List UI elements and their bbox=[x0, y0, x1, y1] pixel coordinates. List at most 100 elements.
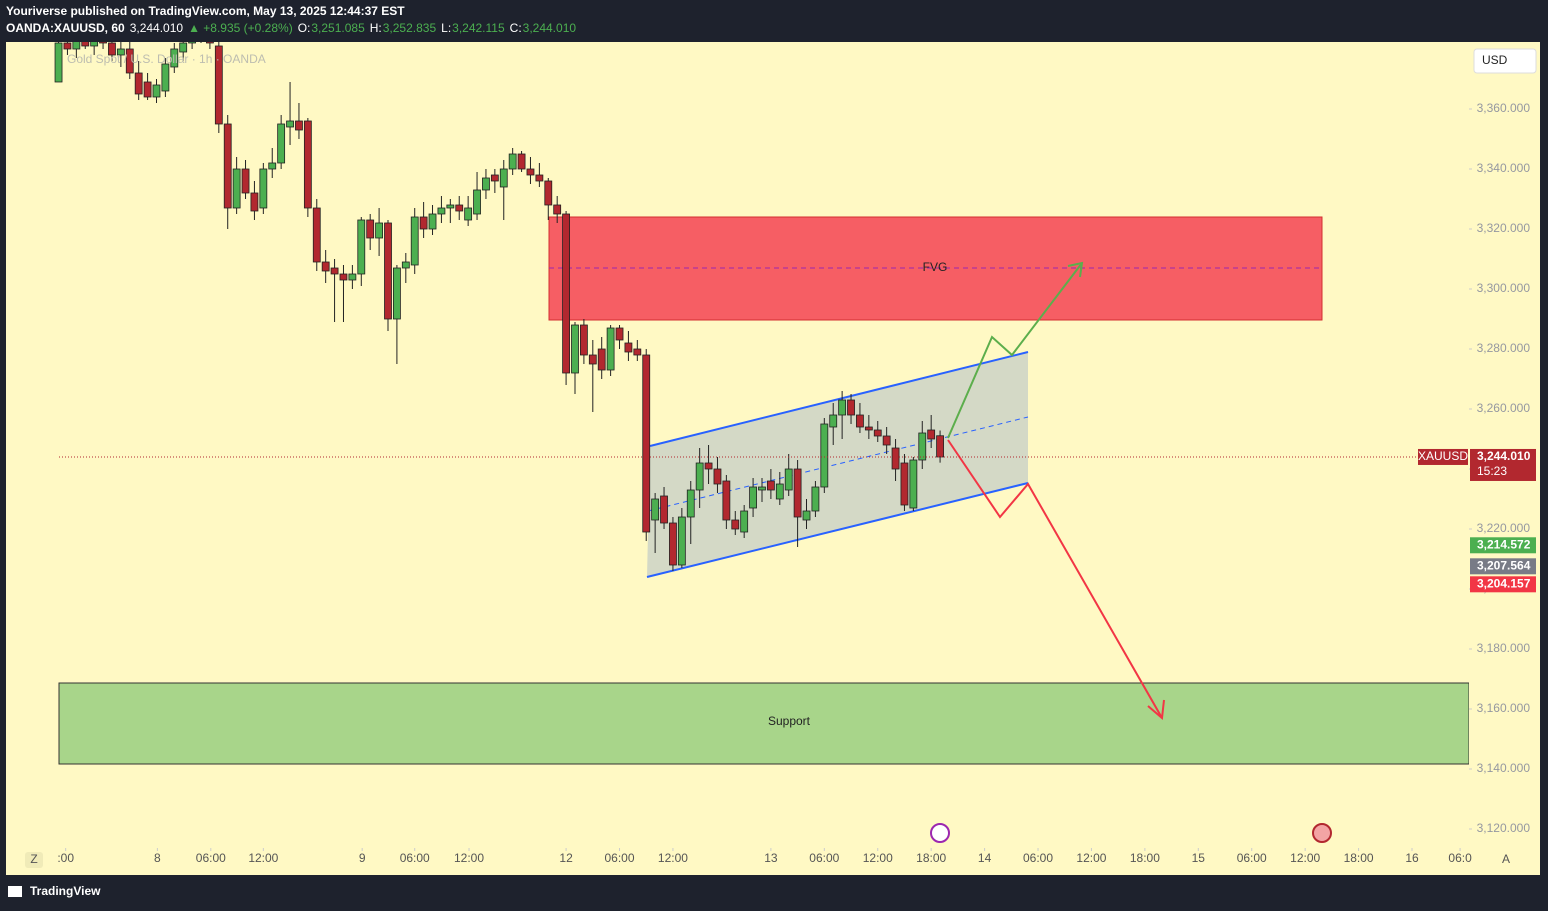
logo-icon bbox=[8, 886, 22, 897]
x-tick-label: 12:00 bbox=[658, 851, 688, 865]
candle-body bbox=[312, 207, 321, 263]
price-tag bbox=[1470, 448, 1536, 481]
x-tick-label: 06:00 bbox=[605, 851, 635, 865]
candle-body bbox=[838, 399, 847, 416]
z-button[interactable] bbox=[25, 852, 43, 868]
candle-body bbox=[90, 42, 99, 47]
candle-body bbox=[179, 42, 188, 53]
candle-body bbox=[579, 324, 588, 356]
x-tick-label: 18:00 bbox=[916, 851, 946, 865]
candle-body bbox=[775, 483, 784, 500]
x-tick-label: 06:00 bbox=[1237, 851, 1267, 865]
support-zone bbox=[58, 682, 1469, 765]
candles bbox=[54, 42, 944, 572]
x-tick-label: 14 bbox=[978, 851, 992, 865]
countdown: 15:23 bbox=[1477, 464, 1507, 478]
symbol-tag bbox=[1418, 448, 1468, 465]
x-tick-label: :00 bbox=[57, 851, 74, 865]
z-button-label: Z bbox=[30, 852, 37, 866]
candle-body bbox=[544, 180, 553, 206]
candle-body bbox=[125, 48, 134, 74]
y-tick-label: 3,140.000 bbox=[1477, 761, 1531, 775]
candle-body bbox=[366, 219, 375, 239]
price-mark bbox=[1470, 558, 1536, 575]
candle-body bbox=[927, 429, 936, 440]
candle-body bbox=[81, 42, 90, 47]
candle-body bbox=[704, 462, 713, 470]
candle-body bbox=[820, 423, 829, 488]
candle-body bbox=[161, 63, 170, 92]
candle-body bbox=[918, 432, 927, 461]
candle-body bbox=[864, 426, 873, 431]
price-tag-label: 3,244.010 bbox=[1477, 449, 1531, 463]
x-tick-label: 12:00 bbox=[248, 851, 278, 865]
candle-body bbox=[793, 468, 802, 518]
event-icon[interactable] bbox=[930, 823, 950, 843]
y-tick-label: 3,120.000 bbox=[1477, 821, 1531, 835]
y-tick-label: 3,260.000 bbox=[1477, 401, 1531, 415]
candle-body bbox=[829, 414, 838, 428]
candle-body bbox=[241, 168, 250, 194]
bull-arrowhead bbox=[1067, 261, 1084, 278]
y-tick-label: 3,320.000 bbox=[1477, 221, 1531, 235]
bull-arrow bbox=[947, 262, 1083, 439]
candle-body bbox=[464, 207, 473, 221]
candle-body bbox=[116, 48, 125, 56]
candle-body bbox=[72, 42, 81, 50]
channel-mid bbox=[647, 416, 1029, 512]
candle-body bbox=[375, 222, 383, 239]
candle-body bbox=[223, 123, 232, 209]
legend: Gold Spot / U.S. Dollar · 1h · OANDA bbox=[67, 52, 266, 66]
candle-body bbox=[321, 261, 330, 272]
x-tick-label: 12:00 bbox=[454, 851, 484, 865]
x-tick-label: 12:00 bbox=[1290, 851, 1320, 865]
candle-body bbox=[891, 447, 900, 470]
candle-body bbox=[455, 204, 464, 212]
candle-body bbox=[651, 498, 660, 521]
header-change: ▲ +8.935 (+0.28%) bbox=[188, 21, 293, 35]
candle-body bbox=[428, 213, 437, 230]
candle-body bbox=[188, 42, 197, 44]
x-tick-label: 16 bbox=[1405, 851, 1419, 865]
candle-body bbox=[170, 48, 179, 68]
channel-upper bbox=[649, 351, 1029, 447]
header-o-label: O: bbox=[298, 21, 311, 35]
candle-body bbox=[802, 510, 811, 521]
x-tick-label: 12:00 bbox=[1076, 851, 1106, 865]
candle-body bbox=[749, 486, 757, 509]
x-tick-label: 06:00 bbox=[1023, 851, 1053, 865]
header-c: 3,244.010 bbox=[523, 21, 577, 35]
candle-body bbox=[900, 462, 909, 506]
x-tick-label: 18:00 bbox=[1344, 851, 1374, 865]
support-label: Support bbox=[768, 714, 811, 728]
y-tick-label: 3,300.000 bbox=[1477, 281, 1531, 295]
currency: USD bbox=[1482, 53, 1508, 67]
candle-body bbox=[571, 324, 579, 374]
candle-body bbox=[873, 429, 882, 437]
candle-body bbox=[259, 168, 268, 209]
candle-body bbox=[713, 468, 722, 485]
candle-body bbox=[473, 189, 481, 215]
a-button-label: A bbox=[1502, 852, 1510, 866]
brand: TradingView bbox=[30, 884, 101, 898]
candle-body bbox=[758, 486, 766, 491]
candle-body bbox=[143, 81, 152, 98]
candle-body bbox=[108, 42, 116, 56]
candle-body bbox=[401, 261, 410, 269]
price-mark-label: 3,204.157 bbox=[1477, 576, 1531, 590]
header-h: 3,252.835 bbox=[383, 21, 437, 35]
candle-body bbox=[642, 354, 651, 533]
header-l-label: L: bbox=[441, 21, 451, 35]
candle-body bbox=[588, 354, 597, 365]
x-tick-label: 13 bbox=[764, 851, 778, 865]
candle-body bbox=[597, 348, 606, 371]
candle-body bbox=[695, 462, 704, 491]
economic-event-icon[interactable] bbox=[1312, 823, 1332, 843]
currency-box[interactable] bbox=[1473, 48, 1537, 74]
candle-body bbox=[446, 204, 455, 209]
candle-body bbox=[847, 399, 855, 416]
x-tick-label: 06:00 bbox=[809, 851, 839, 865]
header-h-label: H: bbox=[370, 21, 382, 35]
x-tick-label: 12 bbox=[559, 851, 573, 865]
bear-arrowhead bbox=[1147, 699, 1165, 720]
